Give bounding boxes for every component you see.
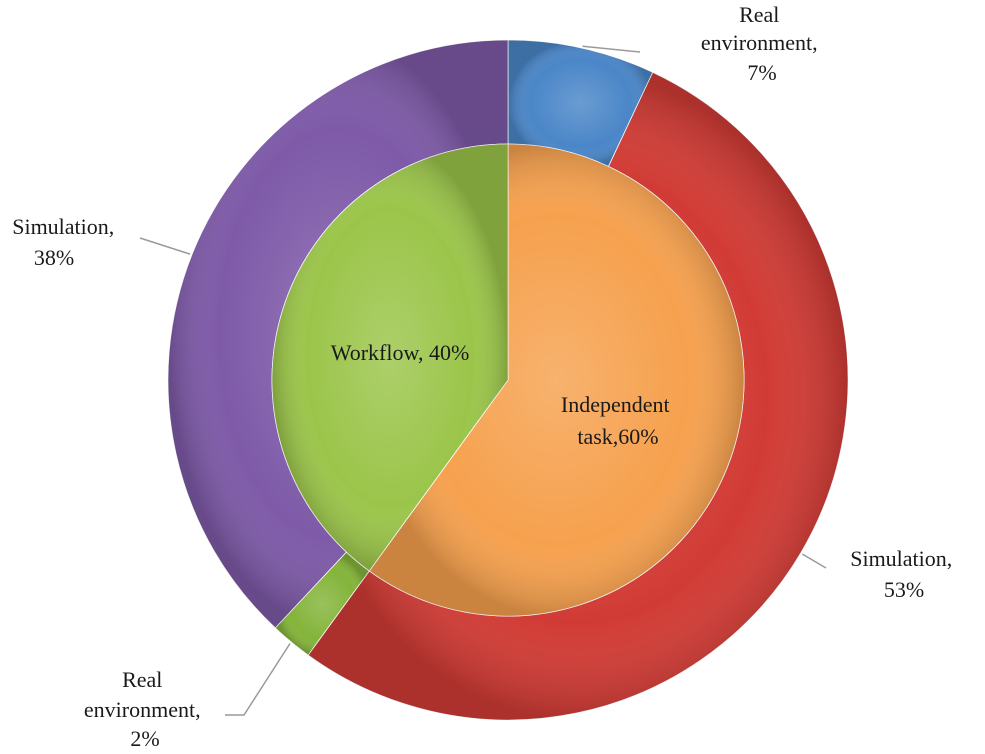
outer-slice-shade-wf-real: [275, 552, 370, 656]
label-ind-real: Real environment, 7%: [701, 2, 823, 85]
label-wf-real: Real environment, 2%: [84, 667, 206, 751]
leader-line-ind-real: [582, 45, 641, 53]
leader-line-wf-sim: [139, 237, 191, 255]
label-wf-sim: Simulation, 38%: [12, 214, 120, 270]
leader-line-wf-real: [225, 643, 291, 716]
outer-slice-shade-ind-sim: [308, 72, 848, 720]
leader-lines: [139, 45, 827, 716]
outer-slice-shade-wf-sim: [168, 40, 509, 628]
leader-line-ind-sim: [801, 553, 827, 569]
label-ind-sim: Simulation, 53%: [850, 546, 958, 602]
inner-ring: [271, 143, 745, 617]
label-workflow: Workflow, 40%: [331, 340, 470, 365]
label-independent: Independent task,60%: [561, 392, 675, 449]
inner-slice-shade-workflow: [271, 143, 508, 571]
outer-slice-shade-ind-real: [508, 40, 653, 167]
inner-slice-shade-independent: [369, 144, 744, 616]
outer-ring: [167, 39, 849, 721]
